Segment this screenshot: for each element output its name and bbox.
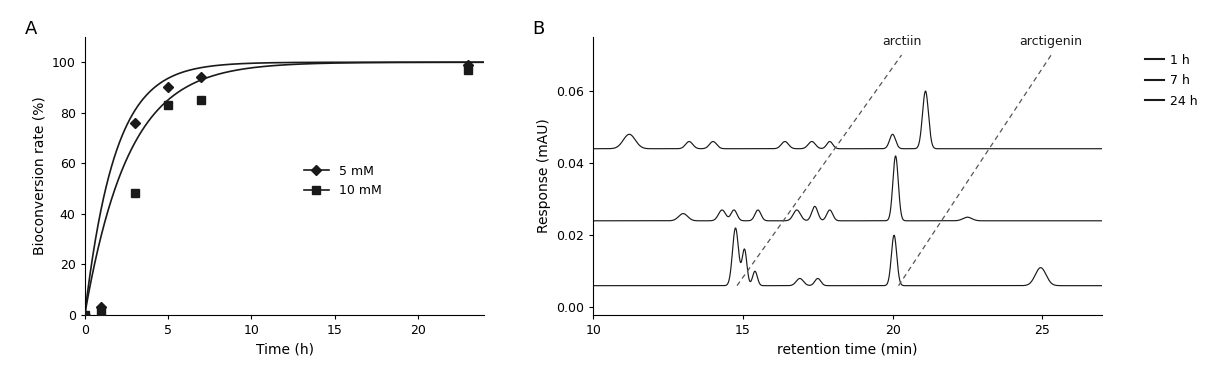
- Legend: 5 mM, 10 mM: 5 mM, 10 mM: [299, 160, 386, 202]
- Y-axis label: Bioconversion rate (%): Bioconversion rate (%): [33, 96, 46, 255]
- Text: A: A: [25, 20, 38, 38]
- Y-axis label: Response (mAU): Response (mAU): [536, 118, 551, 233]
- Legend: 1 h, 7 h, 24 h: 1 h, 7 h, 24 h: [1140, 49, 1203, 113]
- X-axis label: retention time (min): retention time (min): [777, 342, 918, 356]
- Text: B: B: [533, 20, 545, 38]
- Text: arctigenin: arctigenin: [1020, 35, 1083, 48]
- Text: arctiin: arctiin: [882, 35, 922, 48]
- X-axis label: Time (h): Time (h): [256, 342, 314, 356]
